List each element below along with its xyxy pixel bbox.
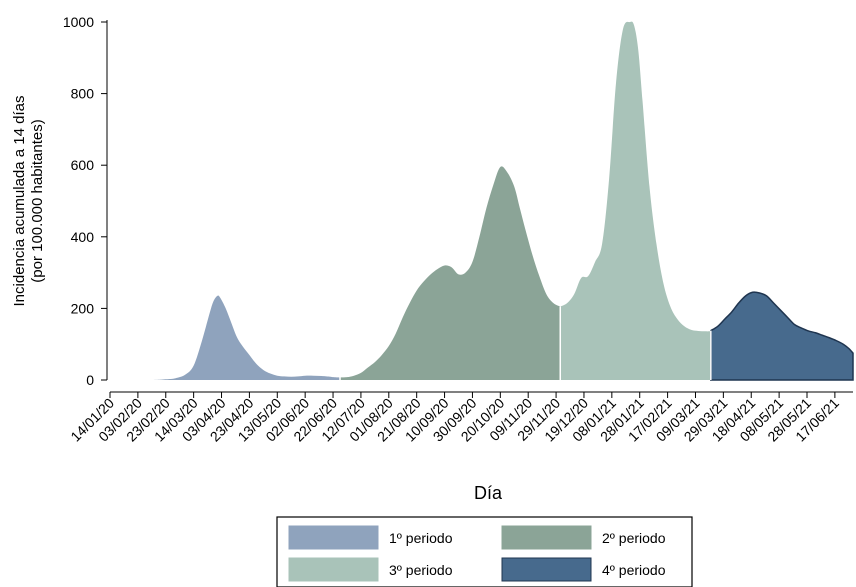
legend-label-3-periodo: 3º periodo [389,562,453,578]
y-axis: 0 200 400 600 800 1000 [63,14,108,388]
x-axis-title: Día [474,483,503,503]
legend-swatch-2-periodo [501,525,592,550]
y-tick-label: 400 [71,229,95,245]
legend: 1º periodo 2º periodo 3º periodo 4º periodo [276,516,693,587]
area-2-periodo [340,166,561,380]
y-axis-title-line-2: (por 100.000 habitantes) [29,119,46,282]
y-tick-label: 800 [71,86,95,102]
y-tick-label: 200 [71,300,95,316]
area-4-periodo [710,291,854,381]
chart-areas [110,21,854,381]
period-separators [339,306,712,380]
legend-swatch-4-periodo [501,557,592,582]
legend-label-4-periodo: 4º periodo [602,562,666,578]
legend-swatch-1-periodo [288,525,379,550]
legend-swatch-3-periodo [288,557,379,582]
y-tick-label: 0 [86,372,94,388]
y-tick-label: 1000 [63,14,94,30]
legend-label-2-periodo: 2º periodo [602,530,666,546]
y-axis-title-line-1: Incidencia acumulada a 14 días [11,96,28,307]
x-axis: 14/01/2003/02/2023/02/2014/03/2003/04/20… [67,391,853,445]
area-1-periodo [110,295,341,380]
area-3-periodo [560,21,711,381]
y-tick-label: 600 [71,157,95,173]
legend-label-1-periodo: 1º periodo [389,530,453,546]
